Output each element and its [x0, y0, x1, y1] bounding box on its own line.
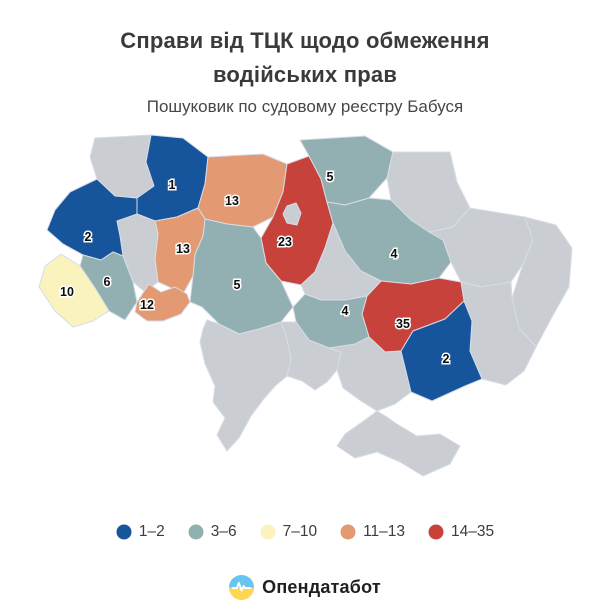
region-crimea: [336, 410, 461, 477]
region-value-label: 2: [443, 352, 450, 366]
region-value-label: 5: [327, 170, 334, 184]
region-value-label: 2: [85, 230, 92, 244]
region-value-label: 12: [140, 298, 154, 312]
region-kyiv-city: [282, 202, 302, 226]
region-mykolaiv: [280, 321, 342, 391]
page-title-line2: водійських прав: [212, 62, 398, 87]
region-value-label: 4: [391, 247, 398, 261]
legend-swatch-icon: [260, 524, 276, 540]
region-chernivtsi: [134, 283, 191, 322]
brand-name: Опендатабот: [262, 577, 381, 597]
ukraine-map-svg: 1 13 23 5 4 35 2 4 5 13 2 6 12 10: [38, 134, 573, 477]
region-value-label: 10: [60, 285, 74, 299]
region-value-label: 5: [234, 278, 241, 292]
brand-footer: Опендатабот: [0, 575, 610, 600]
region-zakarpattia: [38, 253, 110, 328]
page-subtitle: Пошуковик по судовому реєстру Бабуся: [146, 97, 464, 116]
region-value-label: 1: [169, 178, 176, 192]
ukraine-map: 1 13 23 5 4 35 2 4 5 13 2 6 12 10: [25, 124, 585, 486]
region-value-label: 35: [396, 317, 410, 331]
header: Справи від ТЦК щодо обмеження водійських…: [0, 24, 610, 117]
legend-swatch-icon: [340, 524, 356, 540]
legend-item: 11–13: [340, 523, 405, 541]
legend-label: 3–6: [210, 523, 237, 540]
legend-item: 14–35: [428, 523, 494, 541]
legend-swatch-icon: [188, 524, 204, 540]
legend-label: 11–13: [363, 523, 406, 540]
legend-label: 7–10: [282, 523, 318, 540]
legend-item: 7–10: [260, 523, 317, 541]
region-odesa: [199, 319, 292, 452]
region-value-label: 6: [104, 275, 111, 289]
legend-swatch-icon: [428, 524, 444, 540]
page-title-line1: Справи від ТЦК щодо обмеження: [120, 28, 490, 53]
legend-label: 14–35: [451, 523, 495, 540]
legend-item: 3–6: [188, 523, 237, 541]
region-value-label: 13: [176, 242, 190, 256]
region-value-label: 13: [225, 194, 239, 208]
region-value-label: 23: [278, 235, 292, 249]
region-value-label: 4: [342, 304, 349, 318]
region-kherson: [328, 336, 412, 412]
legend-swatch-icon: [116, 524, 132, 540]
opendatabot-logo-icon: [229, 575, 255, 600]
legend: 1–2 3–6 7–10 11–13 14–35: [0, 523, 610, 541]
legend-label: 1–2: [138, 523, 165, 540]
legend-item: 1–2: [116, 523, 165, 541]
